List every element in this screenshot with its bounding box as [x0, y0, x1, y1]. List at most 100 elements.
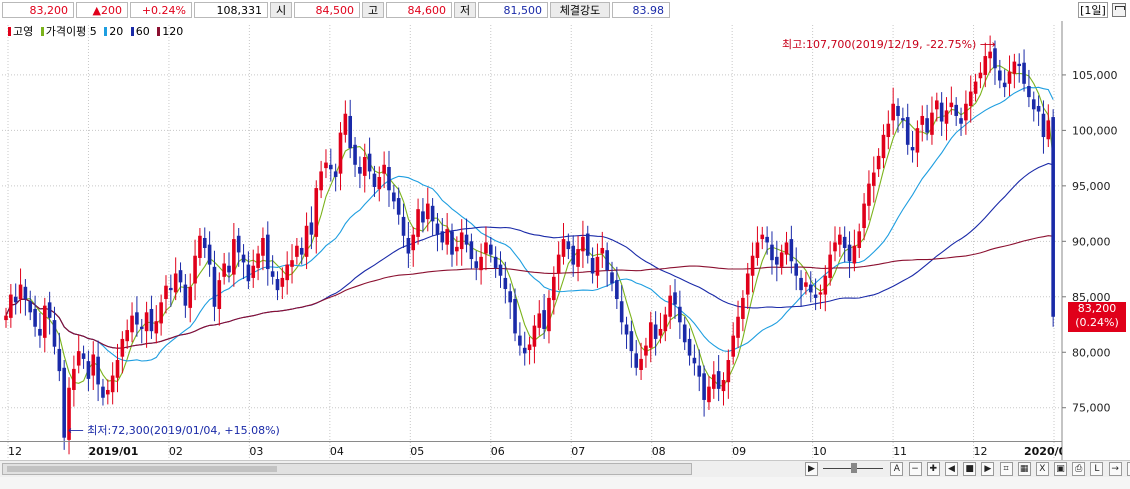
maximize-icon[interactable]	[1112, 3, 1126, 17]
candle-body	[488, 244, 493, 255]
text-tool-icon[interactable]: A	[890, 462, 904, 476]
y-tick-label: 90,000	[1072, 235, 1111, 248]
x-tick-label: 04	[330, 445, 344, 458]
candle-body	[590, 257, 595, 274]
zoom-slider[interactable]	[823, 462, 884, 474]
y-tick-label: 85,000	[1072, 291, 1111, 304]
candle-body	[648, 322, 653, 348]
next-icon[interactable]: ▶	[981, 462, 995, 476]
candle-body	[421, 211, 425, 223]
candle-body	[804, 282, 808, 287]
excel-icon[interactable]: X	[1035, 462, 1049, 476]
candle-body	[522, 347, 527, 354]
candle-body	[998, 70, 1002, 81]
legend-item-ma120[interactable]: 120	[157, 25, 183, 38]
candle-body	[828, 254, 832, 278]
zoom-in-icon[interactable]: ✚	[926, 462, 940, 476]
high-label: 고	[362, 2, 384, 18]
candle-body	[120, 338, 125, 357]
price-chart[interactable]: 75,000 80,000 85,000 90,000 95,000 100,000 105…	[0, 21, 1130, 461]
candle-body	[309, 222, 314, 235]
candle-body	[164, 285, 168, 300]
scroll-right-icon[interactable]: ▶	[805, 462, 818, 476]
y-tick-label: 95,000	[1072, 180, 1111, 193]
candle-body	[290, 260, 294, 267]
candle-body	[624, 324, 629, 335]
legend-item-ma20[interactable]: 20	[104, 25, 123, 38]
open-price: 84,500	[294, 2, 360, 18]
candle-body	[207, 244, 212, 265]
candle-body	[1017, 63, 1022, 67]
candle-body	[52, 320, 57, 347]
y-tick-label: 75,000	[1072, 402, 1111, 415]
candle-body	[430, 205, 435, 222]
candle-body	[299, 247, 304, 255]
candle-body	[333, 171, 338, 177]
arrow-icon[interactable]: →	[1108, 462, 1122, 476]
candle-body	[881, 134, 886, 159]
candle-body	[382, 164, 386, 174]
candle-body	[1027, 86, 1031, 98]
candle-body	[867, 183, 871, 206]
crosshair-icon[interactable]: ⌗	[999, 462, 1013, 476]
candle-body	[178, 270, 183, 283]
candle-body	[808, 284, 813, 293]
ma120-line	[5, 235, 1054, 349]
period-selector[interactable]: [1일]	[1078, 2, 1108, 18]
candle-body	[96, 356, 100, 385]
zoom-out-icon[interactable]: −	[908, 462, 922, 476]
candle-body	[28, 301, 33, 313]
candle-body	[67, 387, 71, 440]
candle-body	[236, 235, 241, 253]
candle-body	[246, 264, 251, 282]
grid-icon[interactable]: ▦	[1017, 462, 1031, 476]
open-label: 시	[270, 2, 292, 18]
min-price-annotation: ⟵ 최저:72,300(2019/01/04, +15.08%)	[68, 424, 280, 437]
candle-body	[42, 305, 47, 338]
candle-body	[968, 91, 973, 106]
candle-body	[324, 162, 328, 169]
candle-body	[794, 263, 799, 276]
print-icon[interactable]: ⎙	[1072, 462, 1086, 476]
candle-body	[871, 172, 876, 186]
candle-body	[198, 235, 202, 258]
candle-body	[18, 284, 23, 300]
x-tick-label: 2019/01	[88, 445, 138, 458]
scroll-thumb[interactable]	[7, 466, 277, 472]
candle-body	[241, 254, 246, 263]
candle-body	[406, 237, 411, 254]
legend-item-ma60[interactable]: 60	[130, 25, 150, 38]
low-label: 저	[454, 2, 476, 18]
candle-body	[362, 157, 367, 176]
save-icon[interactable]: ▣	[1054, 462, 1068, 476]
x-tick-label: 09	[732, 445, 746, 458]
candle-body	[212, 266, 217, 307]
stop-icon[interactable]: ■	[963, 462, 977, 476]
candle-body	[857, 231, 862, 248]
candle-body	[261, 237, 265, 256]
candle-body	[615, 280, 619, 300]
y-tick-label: 80,000	[1072, 346, 1111, 359]
candle-body	[401, 216, 406, 236]
candle-body	[91, 354, 96, 376]
candle-body	[711, 374, 716, 389]
candle-body	[707, 386, 711, 403]
candle-body	[115, 360, 120, 378]
price-change: ▲200	[76, 2, 128, 18]
candle-body	[741, 297, 745, 319]
x-tick-label: 12	[974, 445, 988, 458]
candle-body	[973, 81, 978, 94]
candle-body	[251, 265, 256, 278]
scale-icon[interactable]: L	[1090, 462, 1104, 476]
legend-item-stock[interactable]: 고영	[8, 25, 33, 38]
candle-body	[605, 250, 609, 271]
candle-body	[193, 255, 197, 284]
chart-legend: 고영 가격이평 5 20 60 120	[8, 23, 187, 39]
candle-body	[338, 132, 343, 174]
horizontal-scrollbar[interactable]	[2, 463, 692, 475]
candle-body	[503, 277, 508, 290]
prev-icon[interactable]: ◀	[944, 462, 958, 476]
candle-body	[964, 103, 968, 121]
x-tick-label: 07	[571, 445, 585, 458]
legend-item-ma5[interactable]: 가격이평 5	[40, 25, 97, 38]
